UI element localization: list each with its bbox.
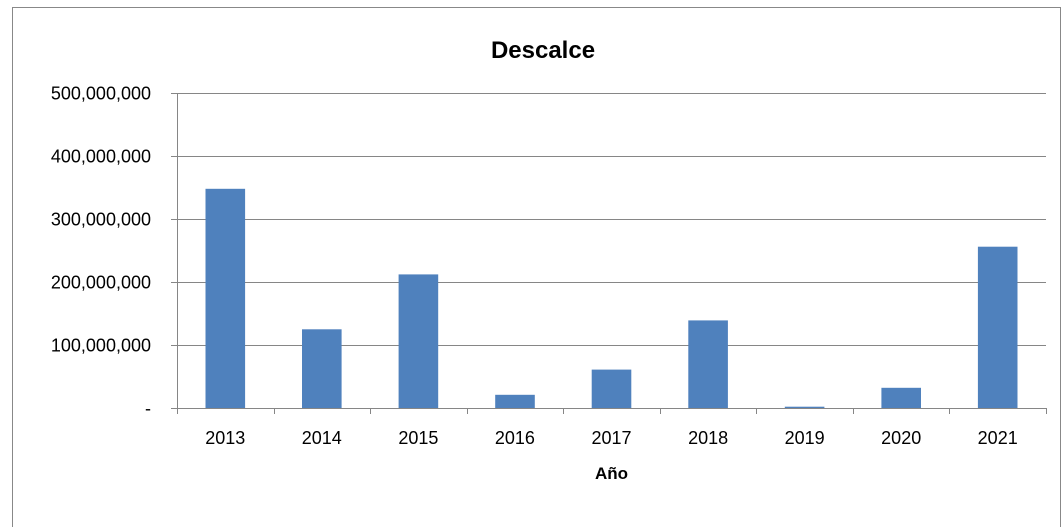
bars [205, 188, 1018, 409]
bar-2019 [784, 406, 825, 408]
x-tick-label: 2015 [398, 428, 438, 448]
bar-2014 [302, 329, 342, 409]
x-tick-label: 2014 [302, 428, 342, 448]
bar-2017 [591, 369, 632, 408]
x-tick-label: 2021 [978, 428, 1018, 448]
chart-title: Descalce [491, 37, 595, 64]
bar-chart: Descalce - 100,000,000 200,000,000 300,000,… [51, 37, 1047, 483]
x-tick-label: 2017 [591, 428, 631, 448]
y-tick-label: - [145, 399, 151, 419]
x-axis-ticks: 2013 2014 2015 2016 2017 2018 2019 2020 2021 [205, 428, 1017, 448]
x-tick-label: 2016 [495, 428, 535, 448]
x-tick-label: 2019 [785, 428, 825, 448]
bar-2018 [688, 320, 728, 408]
bar-2015 [398, 274, 439, 408]
gridlines [177, 93, 1046, 346]
bar-2013 [205, 188, 246, 408]
bar-2020 [881, 387, 921, 408]
x-axis-title: Año [595, 464, 628, 483]
x-tick-label: 2013 [205, 428, 245, 448]
y-axis-ticks: - 100,000,000 200,000,000 300,000,000 400,00… [51, 84, 177, 419]
y-tick-label: 400,000,000 [51, 147, 151, 167]
y-tick-label: 100,000,000 [51, 336, 151, 356]
bar-2016 [495, 394, 535, 408]
bar-2021 [977, 246, 1018, 408]
y-tick-label: 300,000,000 [51, 210, 151, 230]
x-tick-label: 2018 [688, 428, 728, 448]
y-tick-label: 500,000,000 [51, 84, 151, 104]
x-tick-label: 2020 [881, 428, 921, 448]
x-axis [177, 93, 1047, 414]
y-tick-label: 200,000,000 [51, 273, 151, 293]
